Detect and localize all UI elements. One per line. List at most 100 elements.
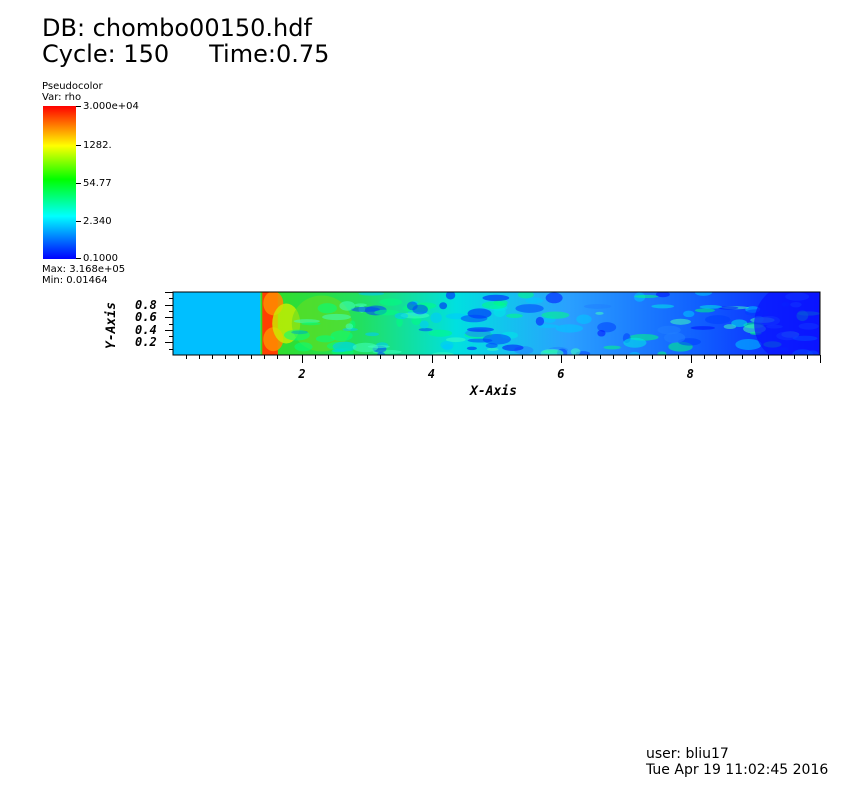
turbulent-structure <box>342 327 358 332</box>
turbulent-structure <box>354 303 367 307</box>
turbulent-structure <box>430 312 442 324</box>
turbulent-structure <box>367 345 390 349</box>
legend-tick-label: 2.340 <box>83 216 112 227</box>
turbulent-structure <box>694 308 715 313</box>
y-tick-label: 0.6 <box>135 310 157 325</box>
y-tick-label: 0.2 <box>135 335 157 350</box>
turbulent-structure <box>735 338 762 350</box>
legend-tick <box>76 221 81 222</box>
turbulent-structure <box>428 329 453 337</box>
turbulent-structure <box>485 343 498 349</box>
turbulent-structure <box>315 335 335 343</box>
turbulent-structure <box>541 311 570 319</box>
turbulent-structure <box>517 292 534 299</box>
y-tick-label: 0.8 <box>135 297 157 312</box>
turbulent-structure <box>466 346 478 351</box>
turbulent-structure <box>339 301 356 311</box>
database-title: DB: chombo00150.hdf <box>42 14 312 42</box>
turbulent-structure <box>663 332 686 344</box>
turbulent-structure <box>515 304 544 313</box>
turbulent-structure <box>445 292 456 300</box>
color-legend-bar <box>43 106 76 259</box>
turbulent-structure <box>294 342 313 352</box>
x-tick-label: 2 <box>298 367 306 381</box>
legend-tick-label: 3.000e+04 <box>83 101 139 112</box>
turbulent-structure <box>440 341 454 350</box>
legend-tick <box>76 183 81 184</box>
turbulent-structure <box>506 313 523 318</box>
turbulent-structure <box>540 348 564 355</box>
turbulent-structure <box>350 306 380 312</box>
turbulent-structure <box>718 306 739 310</box>
turbulent-structure <box>705 315 731 325</box>
turbulent-structure <box>460 314 488 323</box>
turbulent-structure <box>597 322 617 333</box>
cycle-time-line: Cycle: 150 Time:0.75 <box>42 40 329 68</box>
legend-tick <box>76 145 81 146</box>
turbulent-structure <box>412 304 428 315</box>
x-axis-title: X-Axis <box>470 384 517 399</box>
cycle-label: Cycle: 150 <box>42 40 170 68</box>
turbulent-structure <box>670 318 691 325</box>
turbulent-structure <box>330 330 353 342</box>
legend-tick <box>76 106 81 107</box>
turbulent-structure <box>657 351 667 355</box>
turbulent-structure <box>379 298 403 306</box>
turbulent-structure <box>690 326 716 330</box>
y-axis-title: Y-Axis <box>103 302 119 349</box>
low-density-tail <box>754 292 820 355</box>
turbulent-structure <box>394 312 409 320</box>
turbulent-structure <box>555 324 584 333</box>
turbulent-structure <box>657 325 681 335</box>
turbulent-structure <box>683 310 695 318</box>
footer-user: user: bliu17 <box>646 746 729 762</box>
turbulent-structure <box>365 332 380 337</box>
turbulent-structure <box>623 337 647 348</box>
legend-tick-label: 1282. <box>83 140 112 151</box>
turbulent-structure <box>603 345 621 350</box>
turbulent-structure <box>377 351 386 355</box>
legend-max: Max: 3.168e+05 <box>42 264 126 275</box>
turbulent-structure <box>634 294 659 299</box>
turbulent-structure <box>655 292 670 298</box>
turbulent-structure <box>570 348 581 355</box>
turbulent-structure <box>731 319 748 327</box>
turbulent-structure <box>481 301 507 309</box>
legend-tick-label: 0.1000 <box>83 253 118 264</box>
turbulent-structure <box>502 344 524 351</box>
legend-tick-label: 54.77 <box>83 178 112 189</box>
turbulent-structure <box>317 303 337 314</box>
turbulent-structure <box>283 329 310 341</box>
footer-date: Tue Apr 19 11:02:45 2016 <box>646 762 829 778</box>
y-tick-label: 0.4 <box>135 322 157 337</box>
turbulent-structure <box>486 347 499 351</box>
turbulent-structure <box>576 314 592 325</box>
legend-tick <box>76 258 81 259</box>
turbulent-structure <box>418 328 433 332</box>
turbulent-structure <box>651 304 674 309</box>
turbulent-structure <box>537 324 559 329</box>
turbulent-structure <box>358 292 385 296</box>
plot-frame <box>172 291 821 356</box>
time-label: Time:0.75 <box>209 40 330 68</box>
turbulent-structure <box>482 333 511 345</box>
x-tick-label: 4 <box>427 367 436 381</box>
turbulent-structure <box>332 341 357 352</box>
turbulent-structure <box>583 304 612 309</box>
legend-min: Min: 0.01464 <box>42 275 108 286</box>
axis-ticks <box>165 292 821 363</box>
turbulent-structure <box>466 327 494 332</box>
legend-variable: Var: rho <box>42 92 82 103</box>
turbulent-structure <box>322 313 351 321</box>
turbulent-structure <box>545 292 563 304</box>
turbulent-structure <box>699 305 723 309</box>
turbulent-structure <box>525 297 544 304</box>
turbulent-structure <box>345 323 354 330</box>
turbulent-structure <box>694 292 713 296</box>
ambient-region <box>173 292 261 355</box>
turbulent-structure <box>374 309 400 316</box>
density-field <box>173 292 820 355</box>
turbulent-structure <box>629 351 640 355</box>
x-tick-label: 8 <box>686 367 694 381</box>
